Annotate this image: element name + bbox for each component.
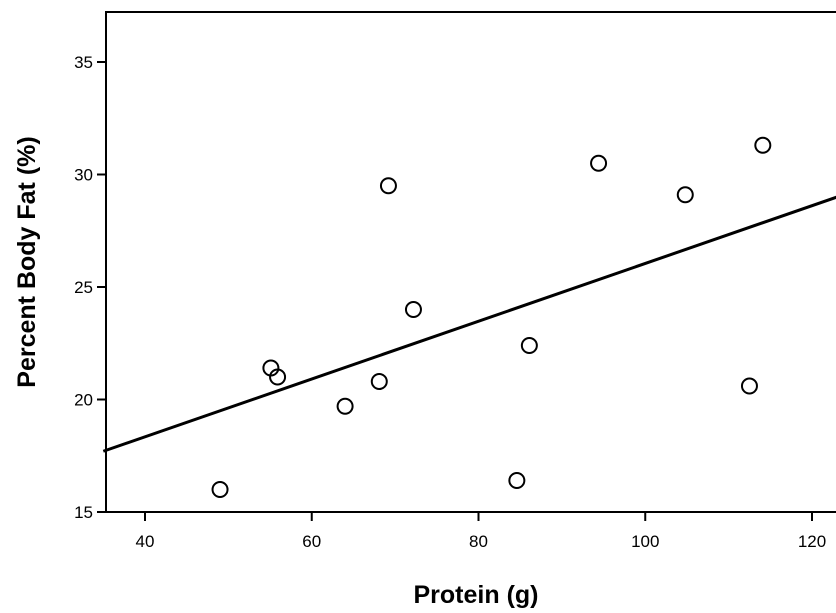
y-axis-ticks: 15 20 25 30 35 [74,53,106,522]
x-tick-label: 40 [136,532,155,551]
data-point [590,154,608,172]
plot-area [105,11,836,513]
data-point [676,186,694,204]
x-tick-label: 100 [631,532,659,551]
x-axis-title: Protein (g) [414,581,539,609]
data-point [754,136,772,154]
x-tick-label: 80 [469,532,488,551]
data-point [370,373,388,390]
x-tick-label: 60 [302,532,321,551]
data-point [520,337,538,354]
y-tick-label: 35 [74,53,93,72]
data-point [211,481,229,498]
y-tick-label: 15 [74,503,93,522]
y-tick-label: 20 [74,391,93,410]
x-tick-label: 120 [798,532,826,551]
fit-line-group [102,195,836,453]
y-tick-label: 30 [74,166,93,185]
data-point [404,301,422,318]
y-tick-label: 25 [74,278,93,297]
data-points [211,136,772,498]
y-axis-title: Percent Body Fat (%) [13,136,41,387]
data-point [336,397,354,415]
fit-line [102,195,836,453]
data-point [740,377,758,395]
x-axis-ticks: 40 60 80 100 120 [136,512,826,551]
data-point [508,472,526,489]
data-point [269,368,287,386]
data-point [379,177,397,195]
